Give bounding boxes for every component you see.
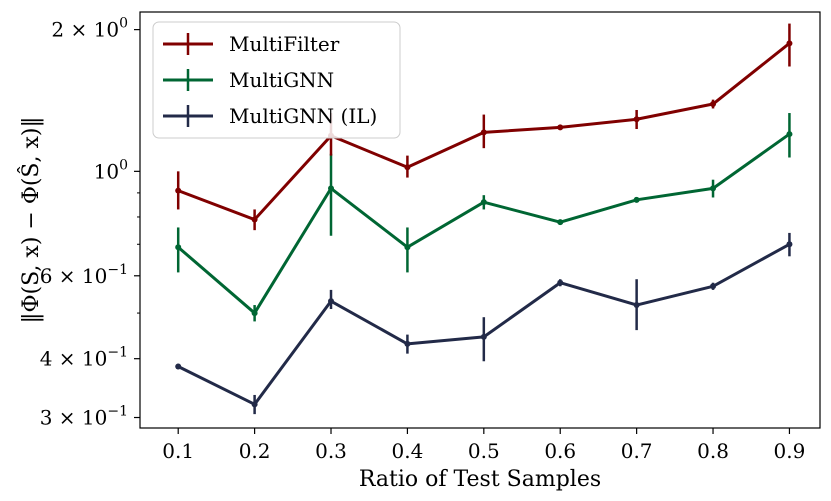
x-tick-label: 0.4 (392, 439, 424, 463)
data-point (786, 241, 793, 248)
data-point (480, 129, 487, 136)
legend-entry: MultiGNN (IL) (163, 104, 377, 128)
y-tick-mantissa: 10 (94, 159, 119, 183)
data-point (175, 187, 182, 194)
data-point (786, 131, 793, 138)
y-tick-label: 2 × 100 (51, 16, 128, 42)
data-point (175, 244, 182, 251)
data-point (404, 244, 411, 251)
y-tick-mantissa: 3 × 10 (40, 406, 108, 430)
data-point (251, 401, 258, 408)
x-tick-label: 0.1 (162, 439, 194, 463)
data-point (557, 219, 564, 226)
y-tick-exponent: −1 (107, 404, 128, 420)
data-point (557, 124, 564, 131)
data-point (633, 196, 640, 203)
x-tick-label: 0.6 (544, 439, 576, 463)
series-multignn-il (175, 232, 793, 415)
x-axis-ticks: 0.1 0.2 0.3 0.4 0.5 0.6 0.7 0.8 0.9 (162, 428, 805, 463)
x-tick-label: 0.3 (315, 439, 347, 463)
x-tick-label: 0.8 (697, 439, 729, 463)
series-multignn (175, 113, 793, 322)
data-point (633, 116, 640, 123)
legend-entries: MultiFilter MultiGNN MultiGNN (IL) (163, 32, 377, 128)
x-tick-label: 0.5 (468, 439, 500, 463)
legend-label: MultiFilter (229, 32, 340, 56)
legend: MultiFilter MultiGNN MultiGNN (IL) (152, 21, 401, 139)
x-tick-label: 0.9 (774, 439, 806, 463)
data-point (710, 185, 717, 192)
legend-box (152, 21, 401, 139)
legend-entry: MultiGNN (163, 68, 334, 92)
y-tick-label: 4 × 10−1 (40, 345, 128, 371)
data-point (480, 199, 487, 206)
data-point (557, 279, 564, 286)
plot-frame (139, 11, 821, 429)
data-point (175, 363, 182, 370)
y-tick-mantissa: 4 × 10 (40, 347, 108, 371)
y-tick-label: 6 × 10−1 (40, 262, 128, 288)
data-point (328, 185, 335, 192)
y-axis-title: ‖Φ(S, x) − Φ(Ŝ, x)‖ (17, 117, 44, 324)
y-tick-mantissa: 2 × 10 (51, 18, 119, 42)
x-axis-title: Ratio of Test Samples (359, 467, 601, 492)
data-point (251, 310, 258, 317)
data-point (633, 302, 640, 309)
legend-entry: MultiFilter (163, 32, 340, 56)
data-point (710, 283, 717, 290)
data-point (786, 40, 793, 47)
data-point (480, 333, 487, 340)
y-tick-label: 100 (94, 157, 128, 183)
legend-label: MultiGNN (229, 68, 334, 92)
y-tick-mantissa: 6 × 10 (40, 264, 108, 288)
data-point (710, 101, 717, 108)
y-tick-exponent: −1 (107, 262, 128, 278)
x-tick-label: 0.7 (621, 439, 653, 463)
data-point (251, 216, 258, 223)
legend-label: MultiGNN (IL) (229, 104, 377, 128)
data-point (404, 164, 411, 171)
y-tick-exponent: 0 (119, 16, 128, 32)
x-tick-label: 0.2 (239, 439, 271, 463)
y-tick-exponent: −1 (107, 345, 128, 361)
y-tick-exponent: 0 (119, 157, 128, 173)
data-point (328, 298, 335, 305)
y-tick-label: 3 × 10−1 (40, 404, 128, 430)
data-point (404, 340, 411, 347)
